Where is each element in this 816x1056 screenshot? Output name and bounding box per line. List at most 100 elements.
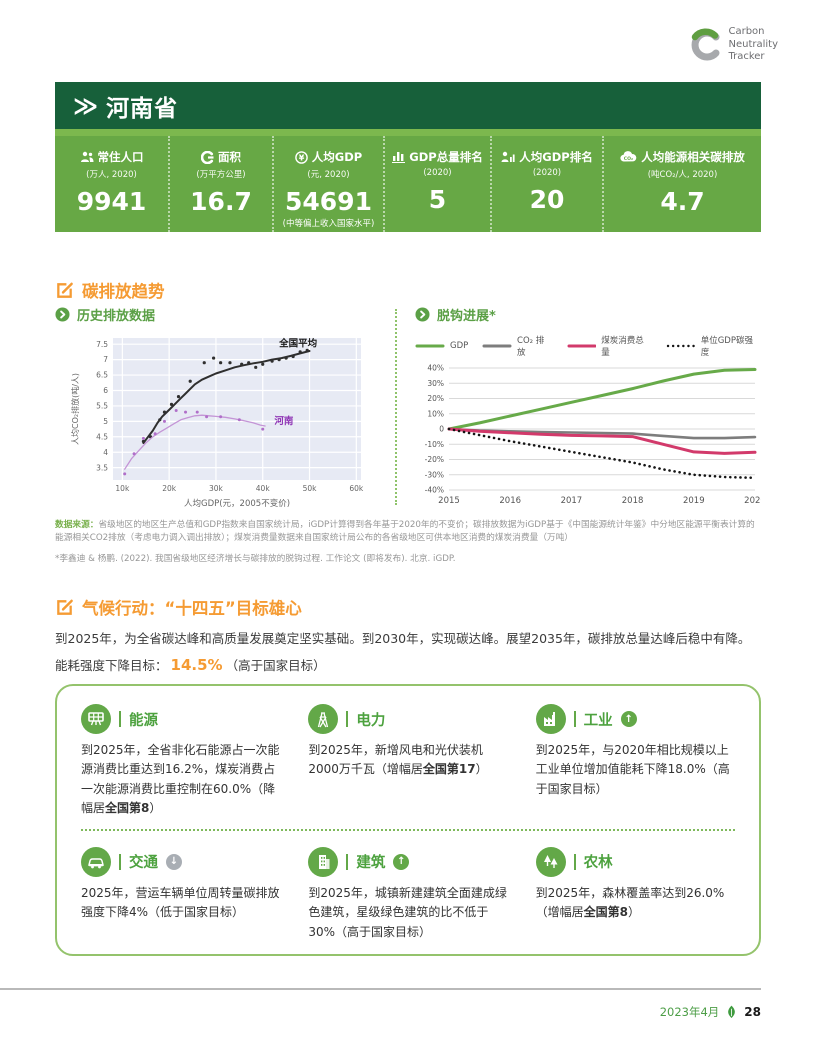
source-paragraph: 数据来源：省级地区的地区生产总值和GDP指数来自国家统计局，iGDP计算得到各年… [55, 519, 761, 546]
card-text-pre: 到2025年，新增风电和光伏装机2000万千瓦（增幅居 [308, 743, 483, 777]
card-text: 到2025年，森林覆盖率达到26.0%（增幅居全国第8） [536, 884, 735, 923]
area-icon [201, 150, 214, 164]
logo-line3: Tracker [728, 51, 765, 62]
svg-text:40k: 40k [256, 484, 271, 493]
section-climate-action: 气候行动：“十四五”目标雄心 [55, 595, 302, 619]
footer: 2023年4月 28 [660, 1004, 761, 1020]
data-sources: 数据来源：省级地区的地区生产总值和GDP指数来自国家统计局，iGDP计算得到各年… [55, 519, 761, 566]
stat-population: 常住人口 (万人, 2020) 9941 [55, 136, 168, 232]
stat-label: GDP总量排名 [409, 150, 483, 164]
stat-value: 5 [428, 185, 447, 214]
svg-text:2016: 2016 [499, 496, 521, 506]
svg-text:60k: 60k [349, 484, 364, 493]
svg-text:CO₂: CO₂ [624, 156, 633, 162]
svg-text:4.5: 4.5 [96, 432, 108, 441]
svg-text:6.5: 6.5 [96, 371, 108, 380]
svg-text:-30%: -30% [425, 470, 444, 479]
card-text: 2025年，营运车辆单位周转量碳排放强度下降4%（低于国家目标） [81, 884, 280, 923]
svg-text:10k: 10k [115, 484, 130, 493]
stat-unit: (万平方公里) [196, 170, 246, 180]
svg-text:2020: 2020 [744, 496, 761, 506]
svg-text:30k: 30k [209, 484, 224, 493]
stat-gdp-per-capita: ¥ 人均GDP (元, 2020) 54691 (中等偏上收入国家水平) [272, 136, 383, 232]
legend-item: 单位GDP碳强度 [666, 336, 753, 358]
source-text: 省级地区的地区生产总值和GDP指数来自国家统计局，iGDP计算得到各年基于202… [55, 520, 755, 544]
yuan-icon: ¥ [294, 150, 308, 164]
label-divider [573, 853, 576, 870]
card-text: 到2025年，全省非化石能源占一次能源消费比重达到16.2%，煤炭消费占一次能源… [81, 741, 280, 819]
brand-logo-text: Carbon Neutrality Tracker [728, 26, 778, 64]
history-chart: 3.5 4 4.5 5 5.5 6 6.5 7 7.5 10k 20k 30k 40k 50k 60k 全国平… [70, 338, 364, 509]
section-carbon-trend: 碳排放趋势 [55, 278, 165, 302]
stat-unit: (吨CO₂/人, 2020) [647, 170, 718, 180]
stat-unit: (2020) [532, 168, 562, 178]
footer-date: 2023年4月 [659, 1005, 720, 1019]
stat-unit: (万人, 2020) [86, 170, 137, 180]
svg-text:10%: 10% [427, 409, 444, 418]
goals-row-2: 交通 ↓ 2025年，营运车辆单位周转量碳排放强度下降4%（低于国家目标） 建筑… [81, 846, 735, 942]
leaf-icon [728, 1005, 736, 1018]
svg-text:全国平均: 全国平均 [278, 338, 318, 350]
svg-text:-40%: -40% [425, 486, 444, 495]
charts-divider [395, 309, 397, 505]
card-text-post: ） [628, 905, 641, 920]
person-rank-icon [501, 151, 515, 162]
goal-card-transport: 交通 ↓ 2025年，营运车辆单位周转量碳排放强度下降4%（低于国家目标） [81, 846, 280, 942]
logo-line1: Carbon [728, 26, 765, 37]
svg-text:5.5: 5.5 [96, 402, 108, 411]
card-text: 到2025年，新增风电和光伏装机2000万千瓦（增幅居全国第17） [308, 741, 507, 780]
subhead-label: 脱钩进展* [437, 309, 496, 324]
building-icon [308, 846, 339, 877]
label-divider [119, 853, 121, 870]
legend-item: GDP [415, 341, 469, 351]
chart-legend: GDP CO₂ 排放 煤炭消费总量 单位GDP碳强度 [415, 334, 761, 358]
factory-icon [535, 704, 566, 734]
card-text: 到2025年，城镇新建建筑全面建成绿色建筑，星级绿色建筑的比不低于30%（高于国… [308, 884, 507, 942]
section-title: 碳排放趋势 [82, 282, 165, 301]
carbon-tracker-logo-icon [692, 28, 720, 61]
stat-label: 人均能源相关碳排放 [641, 150, 745, 164]
chevron-circle-icon [55, 307, 70, 322]
history-subhead: 历史排放数据 [55, 305, 395, 324]
stat-label: 面积 [218, 150, 241, 164]
page-number: 28 [744, 1005, 761, 1019]
svg-text:2019: 2019 [683, 496, 705, 506]
svg-text:2017: 2017 [561, 496, 583, 506]
svg-text:7.5: 7.5 [96, 340, 108, 349]
stat-area: 面积 (万平方公里) 16.7 [168, 136, 272, 232]
stat-carbon-per-capita: CO₂ 人均能源相关碳排放 (吨CO₂/人, 2020) 4.7 [602, 136, 761, 232]
svg-text:-20%: -20% [425, 455, 444, 464]
page-title: 河南省 [106, 95, 179, 122]
stat-label: 人均GDP [311, 150, 363, 164]
stat-label: 人均GDP排名 [519, 150, 593, 164]
stat-value: 20 [529, 185, 565, 214]
svg-text:-10%: -10% [425, 440, 444, 449]
card-label: 农林 [583, 855, 613, 872]
footer-divider [0, 988, 761, 990]
card-label: 交通 [129, 855, 158, 872]
card-label: 电力 [356, 712, 386, 729]
svg-text:¥: ¥ [298, 153, 304, 162]
svg-text:6: 6 [103, 386, 108, 395]
bar-chart-icon [392, 152, 406, 163]
up-arrow-icon: ↑ [393, 853, 410, 870]
goals-row-divider [81, 828, 735, 831]
svg-text:7: 7 [103, 355, 108, 364]
svg-text:人均GDP(元，2005不变价): 人均GDP(元，2005不变价) [184, 498, 290, 509]
card-text-bold: 全国第8 [583, 905, 629, 920]
goal-card-industry: 工业 ↑ 到2025年，与2020年相比规模以上工业单位增加值能耗下降18.0%… [535, 704, 735, 819]
card-text-pre: 到2025年，与2020年相比规模以上工业单位增加值能耗下降18.0%（高于国家… [535, 743, 730, 796]
goal-card-building: 建筑 ↑ 到2025年，城镇新建建筑全面建成绿色建筑，星级绿色建筑的比不低于30… [308, 846, 507, 942]
stat-gdp-per-capita-rank: 人均GDP排名 (2020) 20 [490, 136, 602, 232]
svg-text:30%: 30% [427, 379, 444, 388]
target-label: 能耗强度下降目标： [55, 657, 168, 673]
car-icon [81, 846, 111, 877]
sector-goals-box: 能源 到2025年，全省非化石能源占一次能源消费比重达到16.2%，煤炭消费占一… [55, 684, 761, 956]
card-text: 到2025年，与2020年相比规模以上工业单位增加值能耗下降18.0%（高于国家… [536, 741, 735, 799]
card-text-pre: 到2025年，全省非化石能源占一次能源消费比重达到16.2%，煤炭消费占一次能源… [81, 743, 280, 816]
svg-text:0: 0 [439, 425, 444, 434]
legend-item: 煤炭消费总量 [567, 336, 644, 358]
label-divider [346, 711, 349, 727]
svg-text:人均CO₂排放(吨/人): 人均CO₂排放(吨/人) [70, 373, 80, 445]
